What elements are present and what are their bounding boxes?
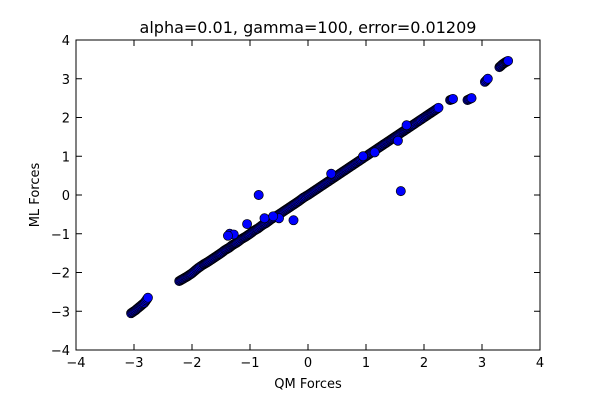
x-axis: −4 −3 −2 −1 0 1 2 3 4 — [66, 40, 544, 371]
x-tick-label-6: 2 — [420, 356, 428, 371]
outlier-point-6 — [223, 230, 233, 241]
y-axis-label: ML Forces — [28, 163, 43, 228]
outlier-point-1 — [395, 186, 406, 197]
outlier-point-10 — [326, 168, 337, 179]
data-point-289 — [482, 73, 493, 84]
data-point-18 — [142, 292, 153, 303]
outlier-point-11 — [358, 151, 369, 162]
outlier-point-12 — [369, 147, 380, 158]
x-tick-label-5: 1 — [362, 356, 370, 371]
data-point-280 — [448, 93, 458, 104]
outlier-point-13 — [392, 135, 403, 146]
x-tick-label-7: 3 — [478, 356, 486, 371]
x-tick-label-8: 4 — [536, 356, 544, 371]
outlier-point-8 — [259, 213, 270, 224]
y-tick-label-5: 1 — [62, 150, 70, 165]
y-tick-label-6: 2 — [62, 112, 70, 127]
outlier-point-9 — [268, 211, 279, 222]
outlier-point-14 — [401, 120, 412, 131]
outlier-point-0 — [253, 190, 264, 200]
x-tick-label-1: −3 — [124, 356, 143, 371]
data-point-285 — [466, 93, 477, 104]
y-tick-label-7: 3 — [62, 73, 70, 88]
x-tick-label-4: 0 — [304, 356, 312, 371]
outlier-point-3 — [288, 215, 299, 226]
data-point-300 — [503, 55, 514, 66]
outlier-point-2 — [242, 219, 253, 230]
y-tick-label-0: −4 — [51, 344, 70, 359]
y-tick-label-8: 4 — [62, 34, 70, 49]
data-point-276 — [433, 102, 444, 113]
y-tick-label-2: −2 — [51, 267, 70, 282]
y-tick-label-1: −3 — [51, 305, 70, 320]
x-tick-label-0: −4 — [66, 356, 85, 371]
y-tick-label-3: −1 — [51, 228, 70, 243]
points-layer — [126, 55, 514, 319]
x-tick-label-2: −2 — [182, 356, 201, 371]
x-tick-label-3: −1 — [240, 356, 259, 371]
y-axis: −4 −3 −2 −1 0 1 2 3 4 — [51, 34, 540, 359]
x-axis-label: QM Forces — [274, 377, 342, 392]
y-tick-label-4: 0 — [62, 189, 70, 204]
chart-title: alpha=0.01, gamma=100, error=0.01209 — [140, 18, 477, 37]
